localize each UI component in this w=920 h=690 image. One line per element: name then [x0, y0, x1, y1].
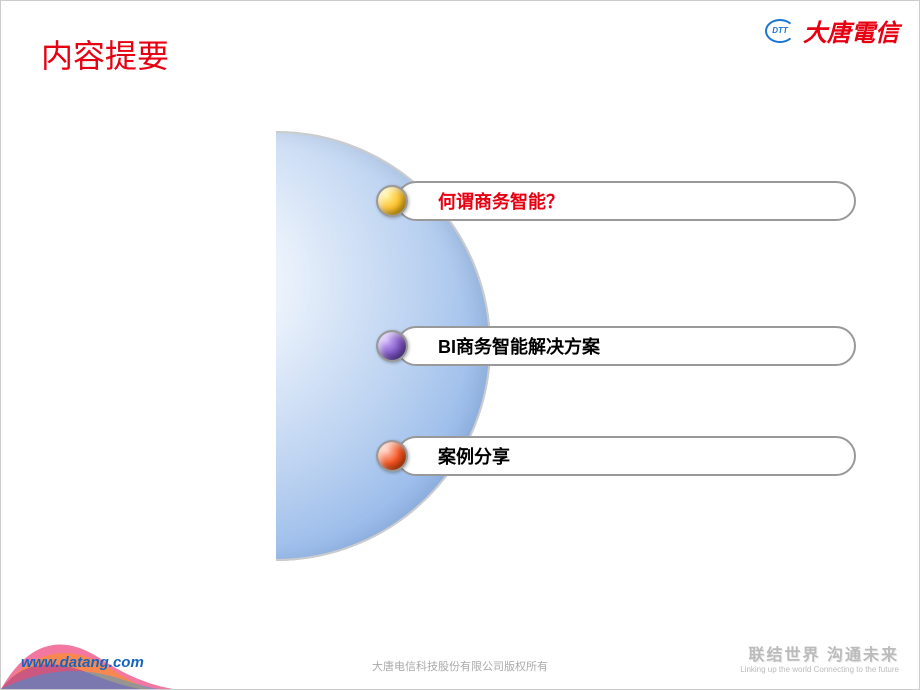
- agenda-label-2: BI商务智能解决方案: [438, 333, 600, 359]
- agenda-item-1: 何谓商务智能？: [376, 181, 408, 221]
- logo-company-name: 大唐電信: [803, 13, 899, 48]
- footer: www.datang.com 大唐电信科技股份有限公司版权所有 联结世界 沟通未…: [1, 634, 919, 689]
- company-logo: DTT 大唐電信: [765, 13, 899, 48]
- agenda-item-2: BI商务智能解决方案: [376, 326, 408, 366]
- agenda-label-3: 案例分享: [438, 443, 510, 469]
- tagline-en: Linking up the world Connecting to the f…: [740, 665, 899, 674]
- footer-url: www.datang.com: [21, 654, 144, 671]
- tagline-zh: 联结世界 沟通未来: [740, 641, 899, 665]
- page-title: 内容提要: [41, 31, 169, 77]
- footer-copyright: 大唐电信科技股份有限公司版权所有: [372, 658, 548, 674]
- bullet-icon-3: [376, 440, 408, 472]
- agenda-label-1: 何谓商务智能？: [438, 188, 564, 214]
- footer-tagline: 联结世界 沟通未来 Linking up the world Connectin…: [740, 641, 899, 674]
- agenda-item-3: 案例分享: [376, 436, 408, 476]
- logo-dtt-icon: DTT: [765, 19, 795, 43]
- agenda-bar-2: BI商务智能解决方案: [396, 326, 856, 366]
- wave-decoration-icon: [1, 599, 221, 689]
- agenda-bar-1: 何谓商务智能？: [396, 181, 856, 221]
- bullet-icon-1: [376, 185, 408, 217]
- agenda-bar-3: 案例分享: [396, 436, 856, 476]
- bullet-icon-2: [376, 330, 408, 362]
